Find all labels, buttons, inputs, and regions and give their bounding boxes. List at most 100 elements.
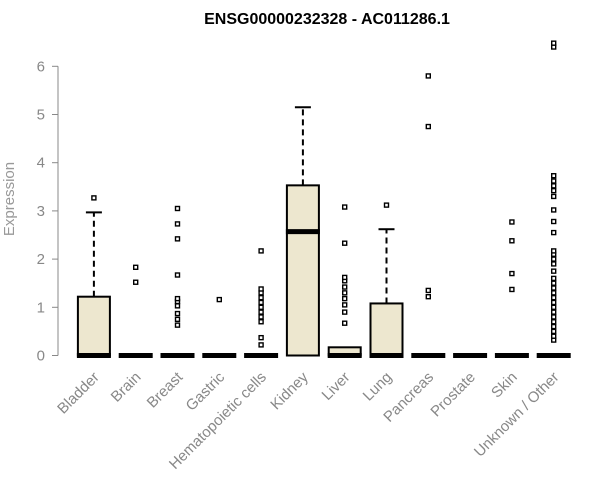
y-tick-label: 1	[37, 299, 45, 316]
outlier-point	[551, 280, 557, 286]
outlier-point	[342, 295, 348, 302]
y-tick-label: 0	[37, 348, 45, 365]
outlier-point	[383, 202, 390, 208]
outlier-point	[174, 236, 181, 242]
outlier-point	[258, 248, 264, 254]
outlier-point	[509, 219, 515, 225]
y-axis-title: Expression	[1, 162, 18, 236]
outlier-point	[509, 270, 515, 277]
box-skin	[494, 219, 529, 358]
outlier-point	[342, 320, 348, 326]
outlier-point	[551, 309, 557, 315]
y-tick-label: 4	[37, 155, 45, 172]
outlier-point	[509, 286, 515, 293]
outlier-point	[174, 221, 181, 227]
box-kidney	[285, 106, 320, 357]
outlier-point	[258, 309, 264, 315]
x-tick-label: Prostate	[427, 369, 479, 421]
outlier-point	[342, 274, 348, 281]
outlier-point	[132, 279, 139, 285]
box-liver	[327, 204, 362, 358]
outlier-point	[342, 204, 348, 210]
outlier-point	[551, 183, 557, 189]
outlier-point	[425, 123, 431, 130]
outlier-point	[551, 319, 557, 325]
box-lung	[369, 202, 404, 358]
outlier-point	[342, 284, 348, 290]
outlier-point	[258, 319, 264, 325]
outlier-point	[551, 187, 557, 194]
outlier-point	[551, 328, 557, 335]
y-tick-label: 3	[37, 203, 45, 220]
outlier-point	[425, 73, 431, 79]
outlier-point	[551, 285, 557, 291]
plot-area	[76, 40, 571, 358]
box-body	[285, 184, 320, 357]
outlier-point	[258, 334, 264, 341]
y-tick-label: 6	[37, 58, 45, 75]
box-body	[369, 302, 404, 357]
outlier-point	[425, 293, 431, 300]
outlier-point	[551, 294, 557, 301]
outlier-point	[258, 314, 264, 320]
outlier-point	[174, 295, 181, 302]
outlier-point	[551, 207, 557, 213]
outlier-point	[551, 248, 557, 254]
outlier-point	[342, 240, 348, 246]
outlier-point	[551, 173, 557, 179]
y-tick-label: 2	[37, 251, 45, 268]
outlier-point	[258, 286, 264, 292]
outlier-point	[258, 294, 264, 301]
outlier-point	[132, 264, 139, 270]
x-tick-label: Kidney	[267, 368, 312, 413]
outlier-point	[551, 275, 557, 282]
outlier-point	[174, 303, 181, 309]
outlier-point	[551, 229, 557, 236]
outlier-point	[342, 290, 348, 296]
outlier-point	[551, 323, 557, 330]
box-unknown-other	[536, 40, 571, 358]
box-pancreas	[411, 73, 446, 358]
outlier-point	[551, 268, 557, 274]
outlier-point	[551, 193, 557, 200]
outlier-point	[258, 304, 264, 310]
outlier-point	[551, 261, 557, 267]
x-tick-label: Skin	[488, 369, 521, 402]
outlier-point	[551, 299, 557, 306]
box-bladder	[76, 195, 111, 358]
box-gastric	[202, 296, 237, 358]
x-tick-label: Brain	[108, 369, 145, 406]
box-breast	[160, 205, 195, 358]
outlier-point	[342, 309, 348, 315]
outlier-point	[174, 316, 181, 323]
outlier-point	[551, 290, 557, 296]
box-hematopoietic-cells	[244, 248, 279, 358]
outlier-point	[551, 256, 557, 262]
outlier-point	[551, 40, 557, 46]
outlier-point	[174, 310, 181, 317]
y-axis: 0 1 2 3 4 5 6	[37, 58, 59, 365]
x-tick-label: Breast	[144, 368, 187, 411]
outlier-point	[551, 314, 557, 320]
chart-title: ENSG00000232328 - AC011286.1	[204, 11, 450, 28]
x-tick-label: Liver	[319, 369, 354, 404]
outlier-point	[551, 218, 557, 225]
outlier-point	[174, 272, 181, 278]
outlier-point	[425, 287, 431, 294]
outlier-point	[342, 302, 348, 308]
box-brain	[118, 264, 153, 358]
outlier-point	[174, 205, 181, 212]
outlier-point	[551, 304, 557, 310]
outlier-point	[174, 322, 181, 328]
x-tick-label: Bladder	[54, 369, 103, 418]
y-tick-label: 5	[37, 107, 45, 124]
box-body	[76, 295, 111, 357]
outlier-point	[216, 296, 223, 303]
outlier-point	[258, 342, 264, 348]
x-tick-label: Lung	[360, 369, 396, 405]
outlier-point	[258, 299, 264, 306]
outlier-point	[551, 178, 557, 184]
outlier-point	[551, 333, 557, 339]
